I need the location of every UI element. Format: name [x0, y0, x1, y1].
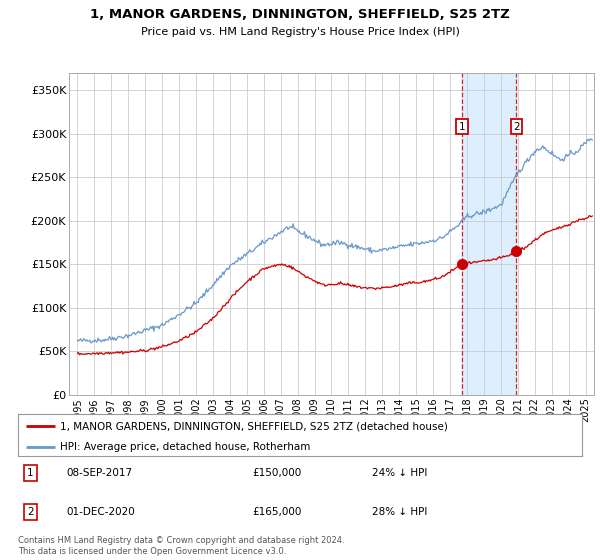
- Text: Price paid vs. HM Land Registry's House Price Index (HPI): Price paid vs. HM Land Registry's House …: [140, 27, 460, 37]
- Text: 28% ↓ HPI: 28% ↓ HPI: [372, 507, 427, 517]
- Text: HPI: Average price, detached house, Rotherham: HPI: Average price, detached house, Roth…: [60, 442, 311, 452]
- Text: 01-DEC-2020: 01-DEC-2020: [66, 507, 135, 517]
- Text: 2: 2: [513, 122, 520, 132]
- Text: 1, MANOR GARDENS, DINNINGTON, SHEFFIELD, S25 2TZ (detached house): 1, MANOR GARDENS, DINNINGTON, SHEFFIELD,…: [60, 421, 448, 431]
- Text: Contains HM Land Registry data © Crown copyright and database right 2024.
This d: Contains HM Land Registry data © Crown c…: [18, 536, 344, 556]
- Text: 24% ↓ HPI: 24% ↓ HPI: [372, 468, 427, 478]
- Text: 1: 1: [27, 468, 34, 478]
- Text: 08-SEP-2017: 08-SEP-2017: [66, 468, 132, 478]
- Text: 1: 1: [458, 122, 465, 132]
- Text: £165,000: £165,000: [252, 507, 301, 517]
- Text: £150,000: £150,000: [252, 468, 301, 478]
- Text: 1, MANOR GARDENS, DINNINGTON, SHEFFIELD, S25 2TZ: 1, MANOR GARDENS, DINNINGTON, SHEFFIELD,…: [90, 8, 510, 21]
- Text: 2: 2: [27, 507, 34, 517]
- Bar: [462, 73, 517, 395]
